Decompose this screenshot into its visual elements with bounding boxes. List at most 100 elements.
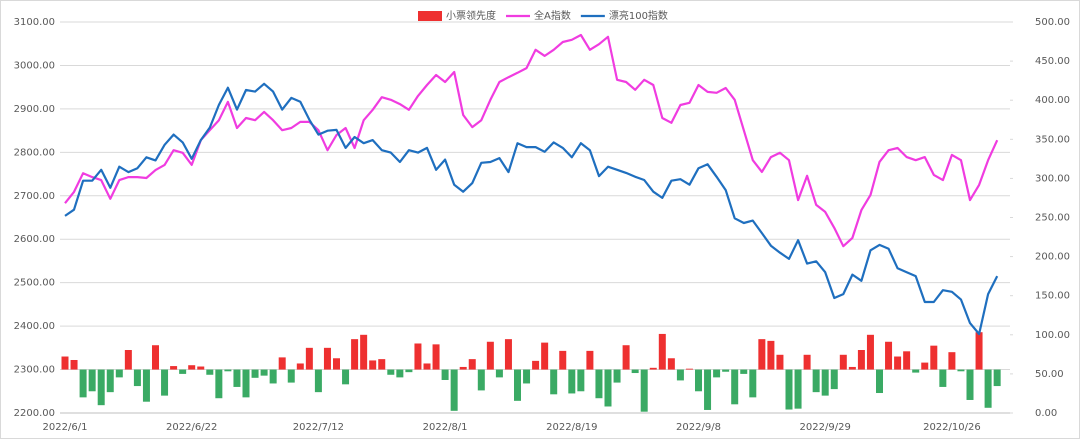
bar (124, 350, 132, 370)
legend-label: 全A指数 (534, 9, 571, 22)
line (64, 82, 999, 336)
bar (79, 369, 87, 398)
bar (269, 369, 277, 384)
bar (722, 369, 730, 372)
bar (314, 369, 322, 393)
y-tick-label: 2700.00 (14, 191, 55, 202)
x-tick-label: 2022/8/19 (546, 422, 597, 433)
bar (233, 369, 241, 387)
bar (296, 363, 304, 370)
bar (695, 369, 702, 392)
bar (369, 360, 377, 370)
bar (251, 369, 259, 378)
bar (866, 334, 874, 370)
bar (894, 356, 902, 370)
bar (224, 369, 232, 372)
bar (604, 369, 612, 407)
y-tick-label: 2400.00 (14, 321, 55, 332)
bar (839, 354, 847, 370)
bar (414, 343, 422, 370)
bar (142, 369, 150, 402)
bar (523, 369, 531, 384)
bar (857, 350, 865, 370)
y-tick-label: 3100.00 (14, 17, 55, 28)
bar (957, 369, 965, 372)
y2-tick-label: 400.00 (1035, 95, 1070, 106)
bar (405, 369, 413, 373)
bar (450, 369, 458, 411)
y2-tick-label: 500.00 (1035, 17, 1070, 28)
y-tick-label: 2500.00 (14, 278, 55, 289)
bar (740, 369, 748, 374)
y-tick-label: 2900.00 (14, 104, 55, 115)
bar (948, 352, 956, 370)
bar (504, 339, 512, 370)
bar (622, 345, 630, 370)
x-tick-label: 2022/9/8 (676, 422, 721, 433)
bar (984, 369, 992, 408)
y-tick-label: 2600.00 (14, 234, 55, 245)
bar (812, 369, 820, 393)
bar (649, 367, 657, 370)
bar (658, 333, 666, 370)
y2-tick-label: 150.00 (1035, 291, 1070, 302)
bar (179, 369, 187, 374)
bar (378, 359, 386, 370)
bar (930, 345, 938, 370)
bar (921, 362, 929, 370)
y2-tick-label: 200.00 (1035, 252, 1070, 263)
bar (152, 345, 159, 370)
bar (360, 334, 368, 370)
bar (767, 340, 775, 370)
bar (586, 350, 594, 370)
bar (541, 342, 549, 370)
bar (106, 369, 114, 393)
bar (351, 339, 359, 370)
line (64, 33, 999, 248)
y2-tick-label: 350.00 (1035, 134, 1070, 145)
bar (441, 369, 449, 380)
x-tick-label: 2022/9/29 (800, 422, 851, 433)
bar (115, 369, 123, 378)
bar (876, 369, 883, 394)
bar (550, 369, 558, 395)
bar (613, 369, 621, 383)
bar (577, 369, 585, 392)
y-tick-label: 2300.00 (14, 365, 55, 376)
bar (495, 369, 503, 378)
y2-tick-label: 450.00 (1035, 56, 1070, 67)
y2-tick-label: 100.00 (1035, 330, 1070, 341)
bar (595, 369, 603, 399)
bar (559, 350, 567, 370)
bar (821, 369, 829, 396)
bar (387, 369, 395, 375)
bar (323, 347, 331, 370)
bar (640, 369, 648, 412)
x-tick-label: 2022/10/26 (923, 422, 981, 433)
bar (305, 347, 313, 370)
bar (396, 369, 404, 378)
bar (342, 369, 350, 385)
bar (776, 354, 784, 370)
bar (61, 356, 69, 370)
bar (468, 359, 476, 370)
y-tick-label: 3000.00 (14, 60, 55, 71)
bar (704, 369, 712, 410)
bar (532, 360, 540, 370)
legend-swatch (418, 11, 442, 21)
bar (287, 369, 295, 383)
bar (685, 368, 693, 370)
bar (939, 369, 947, 387)
bar (260, 369, 268, 376)
bar (215, 369, 223, 399)
bar (170, 366, 178, 370)
bar (785, 369, 793, 410)
bar (667, 358, 675, 370)
bar (794, 369, 802, 409)
bar (903, 351, 911, 370)
bar (206, 369, 214, 375)
bar (749, 369, 757, 398)
bar (885, 341, 893, 370)
